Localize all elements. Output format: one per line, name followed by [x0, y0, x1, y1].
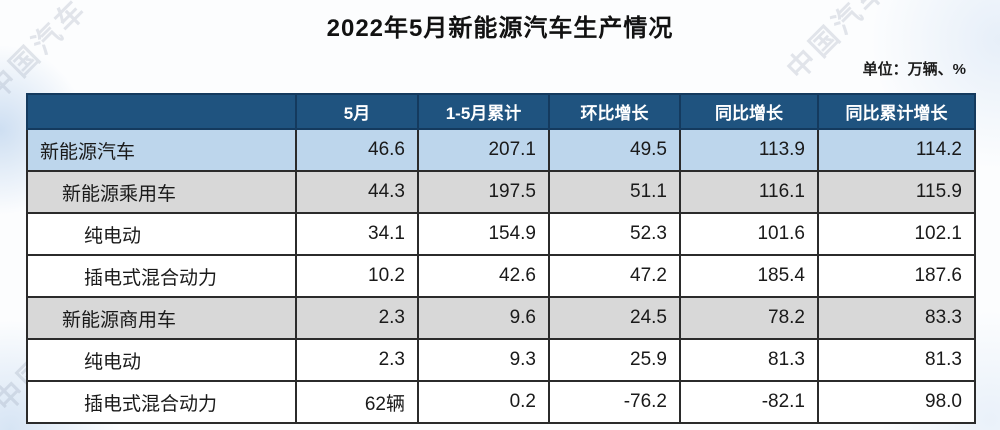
table-cell: 81.3 [679, 338, 819, 382]
table-cell: 34.1 [295, 212, 419, 256]
table-cell: 62辆 [295, 380, 419, 424]
column-header-category [26, 93, 297, 130]
table-row-commercial-bev: 纯电动 2.3 9.3 25.9 81.3 81.3 [26, 338, 976, 382]
table-cell: 154.9 [417, 212, 550, 256]
table-cell: 185.4 [679, 254, 819, 298]
table-row-passenger-nev: 新能源乘用车 44.3 197.5 51.1 116.1 115.9 [26, 170, 976, 214]
row-label: 纯电动 [26, 338, 297, 382]
table-cell: 2.3 [295, 338, 419, 382]
table-cell: -76.2 [548, 380, 681, 424]
table-row-passenger-phev: 插电式混合动力 10.2 42.6 47.2 185.4 187.6 [26, 254, 976, 298]
column-header-yoy-growth: 同比增长 [679, 93, 819, 130]
header-row: 5月 1-5月累计 环比增长 同比增长 同比累计增长 [26, 93, 976, 130]
unit-note: 单位：万辆、% [862, 61, 966, 78]
row-label: 新能源商用车 [26, 296, 297, 340]
table-cell: 115.9 [817, 170, 976, 214]
table-cell: 83.3 [817, 296, 976, 340]
row-label: 新能源汽车 [26, 128, 297, 172]
table-cell: 51.1 [548, 170, 681, 214]
table-cell: 102.1 [817, 212, 976, 256]
table-cell: 42.6 [417, 254, 550, 298]
table-cell: 98.0 [817, 380, 976, 424]
table-cell: 197.5 [417, 170, 550, 214]
table-row-nev-total: 新能源汽车 46.6 207.1 49.5 113.9 114.2 [26, 128, 976, 172]
table-cell: -82.1 [679, 380, 819, 424]
table-cell: 46.6 [295, 128, 419, 172]
table-cell: 49.5 [548, 128, 681, 172]
table-cell: 10.2 [295, 254, 419, 298]
column-header-jan-may-total: 1-5月累计 [417, 93, 550, 130]
table-cell: 113.9 [679, 128, 819, 172]
row-label: 纯电动 [26, 212, 297, 256]
row-label: 插电式混合动力 [26, 380, 297, 424]
production-table: 5月 1-5月累计 环比增长 同比增长 同比累计增长 新能源汽车 46.6 20… [26, 93, 976, 424]
table-cell: 187.6 [817, 254, 976, 298]
table-cell: 116.1 [679, 170, 819, 214]
table-cell: 207.1 [417, 128, 550, 172]
page-title: 2022年5月新能源汽车生产情况 [326, 15, 674, 42]
table-row-commercial-phev: 插电式混合动力 62辆 0.2 -76.2 -82.1 98.0 [26, 380, 976, 424]
column-header-yoy-cumulative-growth: 同比累计增长 [817, 93, 976, 130]
table-row-commercial-nev: 新能源商用车 2.3 9.6 24.5 78.2 83.3 [26, 296, 976, 340]
table-cell: 9.3 [417, 338, 550, 382]
table-cell: 101.6 [679, 212, 819, 256]
column-header-may: 5月 [295, 93, 419, 130]
table-cell: 47.2 [548, 254, 681, 298]
table-cell: 24.5 [548, 296, 681, 340]
row-label: 插电式混合动力 [26, 254, 297, 298]
table-cell: 114.2 [817, 128, 976, 172]
table-cell: 52.3 [548, 212, 681, 256]
table-cell: 25.9 [548, 338, 681, 382]
table-cell: 0.2 [417, 380, 550, 424]
row-label: 新能源乘用车 [26, 170, 297, 214]
table-cell: 78.2 [679, 296, 819, 340]
column-header-mom-growth: 环比增长 [548, 93, 681, 130]
table-row-passenger-bev: 纯电动 34.1 154.9 52.3 101.6 102.1 [26, 212, 976, 256]
table-cell: 44.3 [295, 170, 419, 214]
table-cell: 9.6 [417, 296, 550, 340]
table-cell: 2.3 [295, 296, 419, 340]
table-cell: 81.3 [817, 338, 976, 382]
